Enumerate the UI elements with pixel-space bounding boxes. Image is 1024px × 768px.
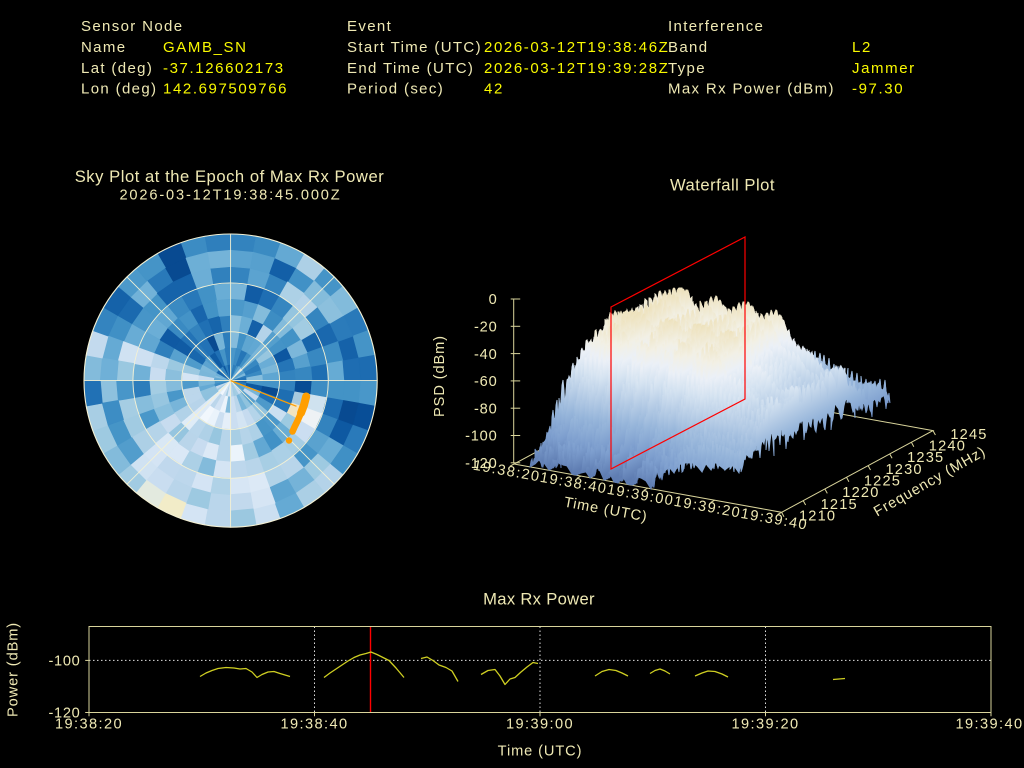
svg-text:Jammer: Jammer bbox=[852, 60, 916, 77]
svg-text:1215: 1215 bbox=[821, 497, 858, 513]
svg-text:1235: 1235 bbox=[907, 450, 944, 466]
svg-text:1245: 1245 bbox=[950, 427, 987, 443]
svg-text:-100: -100 bbox=[465, 429, 497, 445]
svg-text:Period (sec): Period (sec) bbox=[347, 80, 444, 97]
svg-text:Sky Plot at the Epoch of Max R: Sky Plot at the Epoch of Max Rx Power bbox=[75, 167, 385, 186]
svg-text:1225: 1225 bbox=[864, 474, 901, 490]
svg-text:Waterfall Plot: Waterfall Plot bbox=[670, 176, 775, 195]
svg-text:19:39:20: 19:39:20 bbox=[731, 717, 799, 733]
svg-text:142.697509766: 142.697509766 bbox=[163, 80, 288, 97]
svg-text:Lat (deg): Lat (deg) bbox=[81, 60, 153, 77]
svg-text:Sensor Node: Sensor Node bbox=[81, 18, 183, 35]
svg-text:0: 0 bbox=[489, 292, 498, 308]
svg-text:Max Rx Power (dBm): Max Rx Power (dBm) bbox=[668, 80, 835, 97]
svg-text:End Time (UTC): End Time (UTC) bbox=[347, 60, 474, 77]
svg-text:L2: L2 bbox=[852, 39, 872, 56]
svg-text:-37.126602173: -37.126602173 bbox=[163, 60, 285, 77]
svg-text:-120: -120 bbox=[48, 706, 80, 722]
svg-text:2026-03-12T19:39:28Z: 2026-03-12T19:39:28Z bbox=[484, 60, 669, 77]
svg-text:Max Rx Power: Max Rx Power bbox=[483, 590, 595, 609]
svg-text:1220: 1220 bbox=[842, 485, 879, 501]
svg-text:Lon (deg): Lon (deg) bbox=[81, 80, 157, 97]
svg-text:Type: Type bbox=[668, 60, 706, 77]
svg-text:1230: 1230 bbox=[885, 462, 922, 478]
svg-text:-80: -80 bbox=[474, 401, 498, 417]
svg-text:-120: -120 bbox=[465, 456, 497, 472]
svg-text:-40: -40 bbox=[474, 347, 498, 363]
svg-text:1240: 1240 bbox=[929, 439, 966, 455]
svg-text:19:38:40: 19:38:40 bbox=[280, 717, 348, 733]
svg-text:19:38:20: 19:38:20 bbox=[55, 717, 123, 733]
svg-text:Name: Name bbox=[81, 39, 126, 56]
svg-text:1210: 1210 bbox=[799, 509, 836, 525]
svg-text:2026-03-12T19:38:45.000Z: 2026-03-12T19:38:45.000Z bbox=[119, 188, 341, 204]
svg-text:42: 42 bbox=[484, 80, 504, 97]
svg-text:Power (dBm): Power (dBm) bbox=[6, 622, 22, 717]
svg-text:Time (UTC): Time (UTC) bbox=[498, 744, 583, 760]
svg-text:-100: -100 bbox=[48, 654, 80, 670]
svg-text:PSD (dBm): PSD (dBm) bbox=[432, 335, 448, 417]
svg-text:-97.30: -97.30 bbox=[852, 80, 904, 97]
svg-text:-60: -60 bbox=[474, 374, 498, 390]
svg-text:GAMB_SN: GAMB_SN bbox=[163, 39, 248, 56]
svg-text:Event: Event bbox=[347, 18, 392, 35]
svg-text:2026-03-12T19:38:46Z: 2026-03-12T19:38:46Z bbox=[484, 39, 669, 56]
svg-text:19:39:00: 19:39:00 bbox=[506, 717, 574, 733]
svg-text:Band: Band bbox=[668, 39, 708, 56]
svg-text:-20: -20 bbox=[474, 320, 498, 336]
svg-text:19:39:40: 19:39:40 bbox=[955, 717, 1023, 733]
svg-text:Interference: Interference bbox=[668, 18, 764, 35]
svg-text:Start Time (UTC): Start Time (UTC) bbox=[347, 39, 482, 56]
